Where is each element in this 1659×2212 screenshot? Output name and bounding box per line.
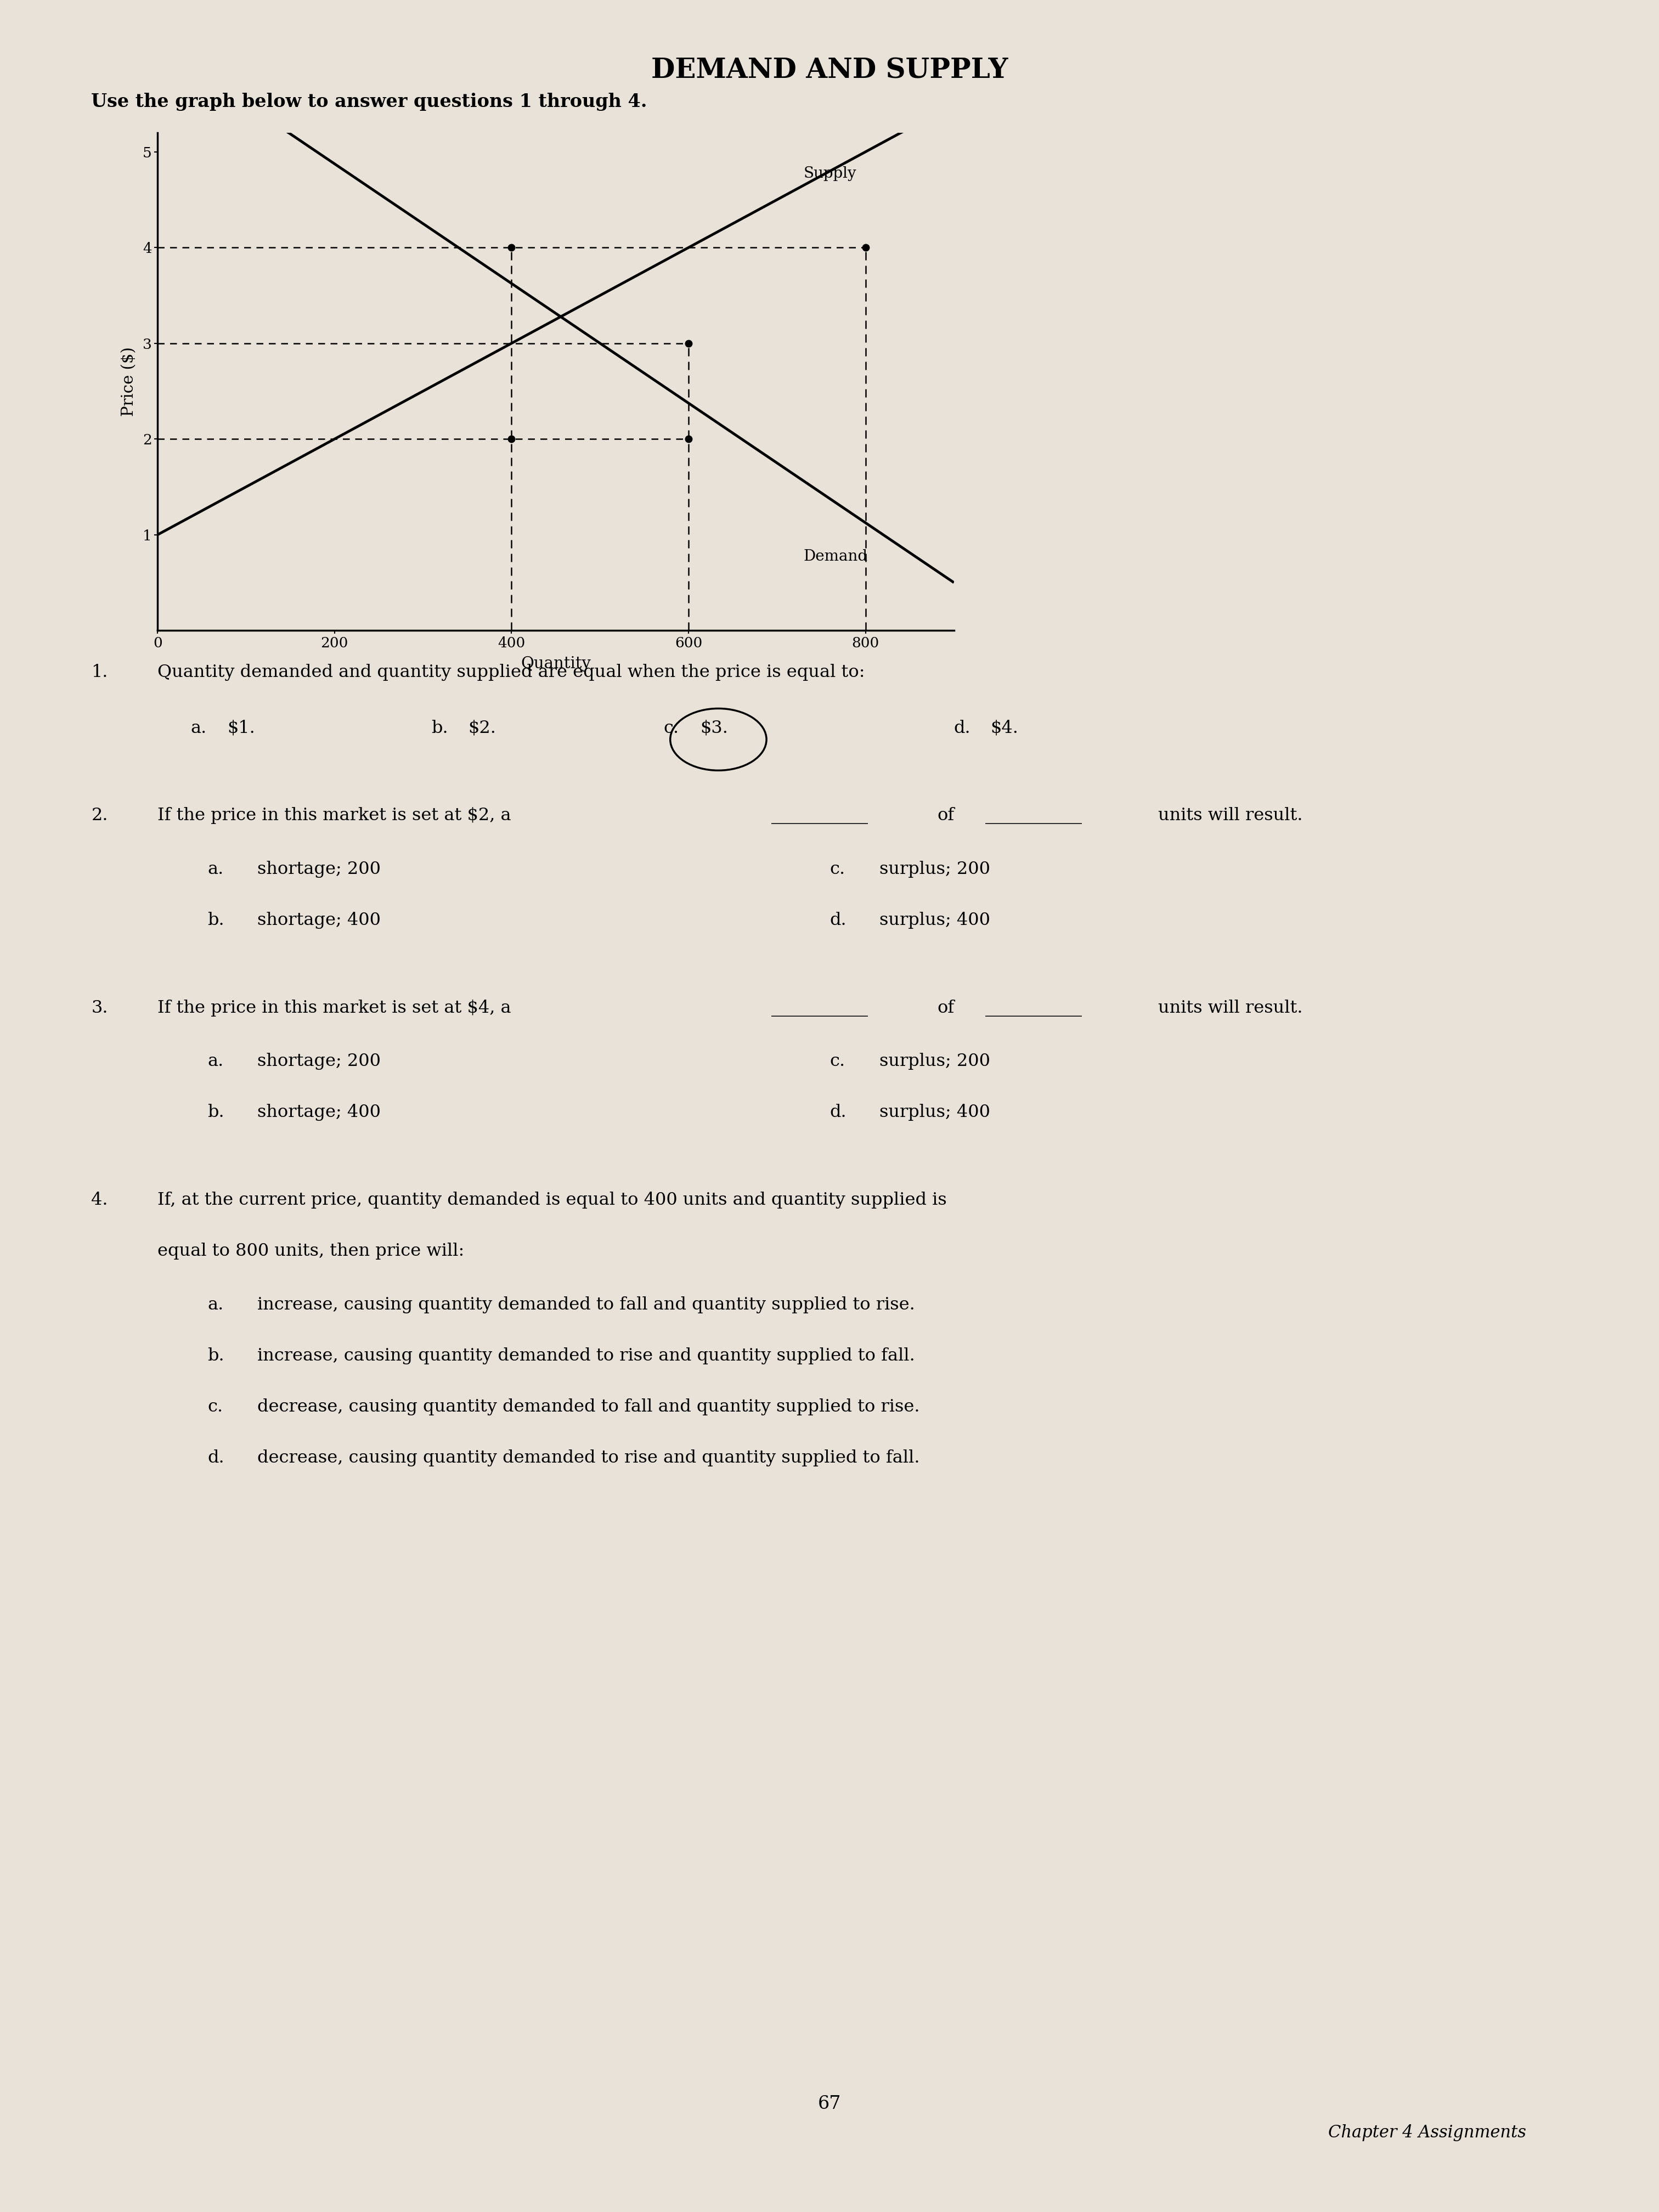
Text: If the price in this market is set at $4, a: If the price in this market is set at $4… xyxy=(158,1000,511,1015)
Text: b.: b. xyxy=(207,1104,224,1121)
Y-axis label: Price ($): Price ($) xyxy=(121,347,136,416)
Text: $3.: $3. xyxy=(700,719,728,737)
Text: decrease, causing quantity demanded to fall and quantity supplied to rise.: decrease, causing quantity demanded to f… xyxy=(257,1398,919,1416)
Text: decrease, causing quantity demanded to rise and quantity supplied to fall.: decrease, causing quantity demanded to r… xyxy=(257,1449,919,1467)
Text: b.: b. xyxy=(207,1347,224,1365)
Text: d.: d. xyxy=(954,719,971,737)
Text: shortage; 200: shortage; 200 xyxy=(257,1053,380,1071)
Text: a.: a. xyxy=(207,860,224,878)
Text: units will result.: units will result. xyxy=(1158,807,1302,825)
Text: 4.: 4. xyxy=(91,1192,108,1208)
Text: equal to 800 units, then price will:: equal to 800 units, then price will: xyxy=(158,1243,465,1259)
Text: d.: d. xyxy=(830,1104,846,1121)
Text: ___________: ___________ xyxy=(771,1000,868,1015)
Text: Quantity demanded and quantity supplied are equal when the price is equal to:: Quantity demanded and quantity supplied … xyxy=(158,664,864,681)
Text: ___________: ___________ xyxy=(985,1000,1082,1015)
Text: 2.: 2. xyxy=(91,807,108,825)
Text: c.: c. xyxy=(830,1053,844,1071)
Text: of: of xyxy=(937,1000,954,1015)
Text: a.: a. xyxy=(191,719,207,737)
Text: c.: c. xyxy=(830,860,844,878)
Text: increase, causing quantity demanded to rise and quantity supplied to fall.: increase, causing quantity demanded to r… xyxy=(257,1347,914,1365)
Text: c.: c. xyxy=(207,1398,222,1416)
Text: 67: 67 xyxy=(818,2095,841,2112)
Text: increase, causing quantity demanded to fall and quantity supplied to rise.: increase, causing quantity demanded to f… xyxy=(257,1296,914,1314)
Text: units will result.: units will result. xyxy=(1158,1000,1302,1015)
Text: $1.: $1. xyxy=(227,719,255,737)
Text: b.: b. xyxy=(207,911,224,929)
Text: d.: d. xyxy=(207,1449,224,1467)
Text: ___________: ___________ xyxy=(771,807,868,825)
Text: surplus; 200: surplus; 200 xyxy=(879,860,990,878)
Text: shortage; 400: shortage; 400 xyxy=(257,1104,380,1121)
Text: Chapter 4 Assignments: Chapter 4 Assignments xyxy=(1329,2124,1526,2141)
Text: surplus; 200: surplus; 200 xyxy=(879,1053,990,1071)
Text: 3.: 3. xyxy=(91,1000,108,1015)
Text: surplus; 400: surplus; 400 xyxy=(879,1104,990,1121)
X-axis label: Quantity: Quantity xyxy=(521,657,591,670)
Text: of: of xyxy=(937,807,954,825)
Text: d.: d. xyxy=(830,911,846,929)
Text: DEMAND AND SUPPLY: DEMAND AND SUPPLY xyxy=(650,58,1009,84)
Text: shortage; 400: shortage; 400 xyxy=(257,911,380,929)
Text: b.: b. xyxy=(431,719,448,737)
Text: $2.: $2. xyxy=(468,719,496,737)
Text: If the price in this market is set at $2, a: If the price in this market is set at $2… xyxy=(158,807,511,825)
Text: c.: c. xyxy=(664,719,679,737)
Text: shortage; 200: shortage; 200 xyxy=(257,860,380,878)
Text: a.: a. xyxy=(207,1296,224,1314)
Text: Supply: Supply xyxy=(803,166,856,181)
Text: 1.: 1. xyxy=(91,664,108,681)
Text: a.: a. xyxy=(207,1053,224,1071)
Text: If, at the current price, quantity demanded is equal to 400 units and quantity s: If, at the current price, quantity deman… xyxy=(158,1192,947,1208)
Text: surplus; 400: surplus; 400 xyxy=(879,911,990,929)
Text: $4.: $4. xyxy=(990,719,1019,737)
Text: Demand: Demand xyxy=(803,549,868,564)
Text: ___________: ___________ xyxy=(985,807,1082,825)
Text: Use the graph below to answer questions 1 through 4.: Use the graph below to answer questions … xyxy=(91,93,647,111)
